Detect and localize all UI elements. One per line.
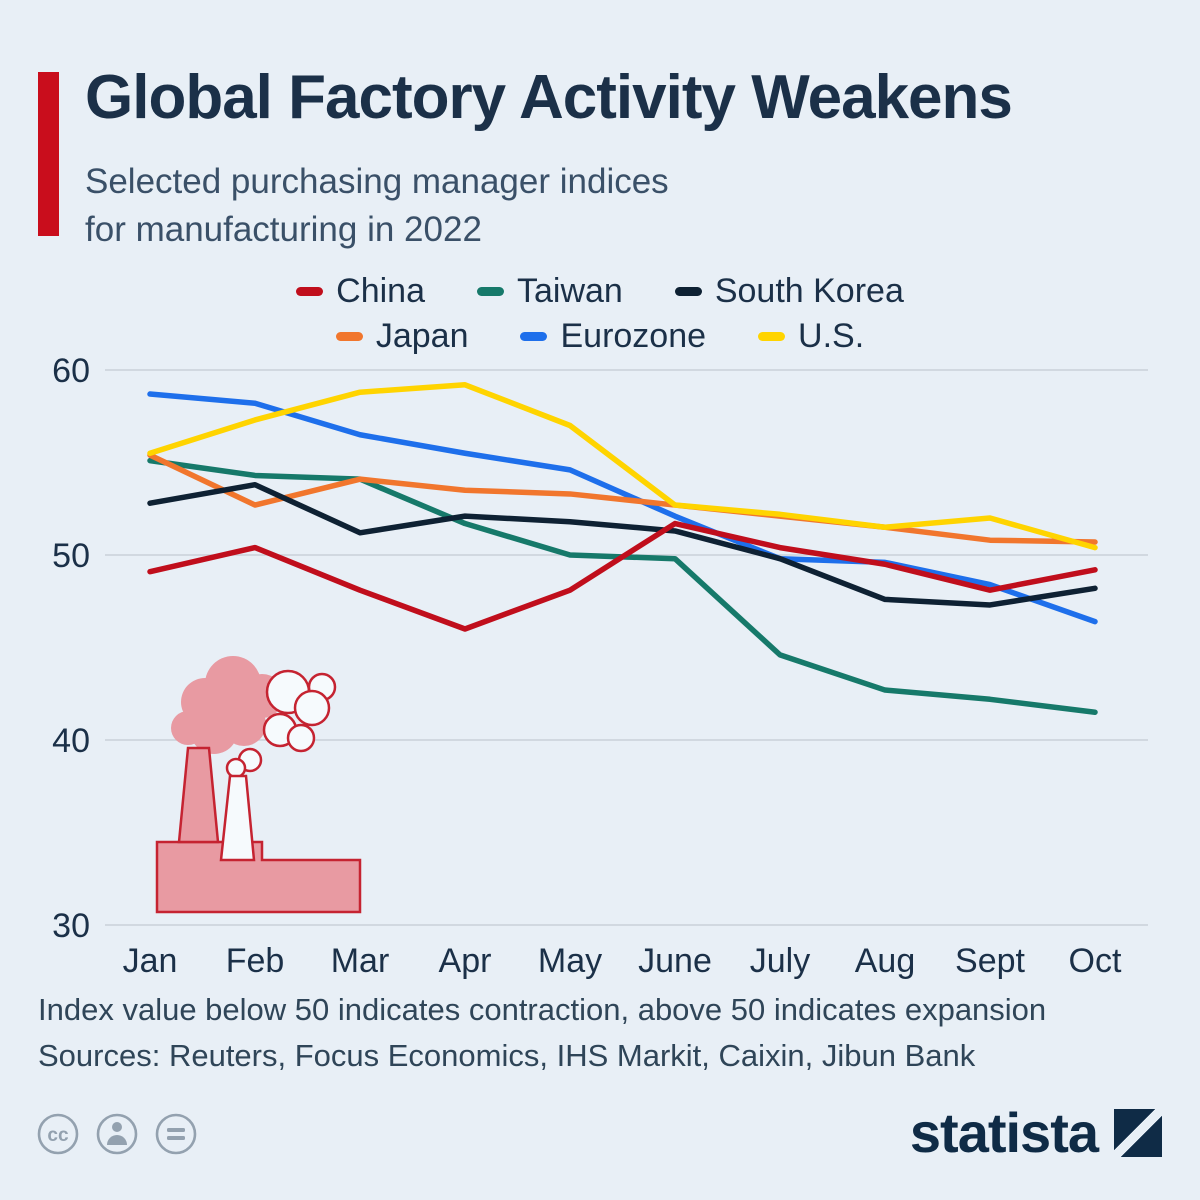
page-title: Global Factory Activity Weakens (85, 63, 1013, 132)
smoke-cloud-outline (225, 669, 337, 779)
x-tick-label: Mar (331, 942, 390, 980)
subtitle-line: Selected purchasing manager indices (85, 162, 669, 201)
legend-label: U.S. (798, 317, 865, 355)
line-japan (147, 452, 1098, 545)
factory-smokestack-icon (155, 656, 362, 914)
x-tick-label: Apr (439, 942, 492, 980)
legend-swatch-u-s (758, 332, 786, 341)
x-tick-label: July (750, 942, 810, 980)
legend-label: China (336, 272, 425, 310)
x-tick-label: Sept (955, 942, 1025, 980)
x-tick-label: May (538, 942, 602, 980)
y-tick-label: 60 (52, 352, 90, 390)
legend-label: Japan (375, 317, 469, 355)
license-icons: cc (36, 1112, 198, 1156)
line-eurozone (147, 391, 1098, 625)
pmi-line-chart: 30 40 50 60 Jan Feb Mar Apr May June July Aug Sept Oc… (52, 352, 1148, 980)
footnote: Index value below 50 indicates contracti… (38, 992, 1047, 1027)
legend-label: Eurozone (560, 317, 707, 355)
axis-layer: 30 40 50 60 Jan Feb Mar Apr May June July Aug Sept Oc… (52, 352, 1122, 980)
legend-row: Japan Eurozone U.S. (335, 317, 864, 356)
x-tick-label: Feb (226, 942, 285, 980)
legend-item-south-korea: South Korea (674, 272, 904, 311)
x-tick-label: June (638, 942, 712, 980)
legend-item-china: China (296, 272, 425, 311)
legend-item-eurozone: Eurozone (520, 317, 706, 356)
attribution-person-icon (96, 1113, 138, 1155)
cc-icon-text: cc (47, 1125, 69, 1146)
line-u-s (147, 382, 1098, 551)
legend-swatch-taiwan (476, 287, 504, 296)
page-subtitle: Selected purchasing manager indices for … (85, 158, 669, 254)
factory-building (155, 840, 362, 914)
equal-sign-icon (155, 1113, 197, 1155)
legend-swatch-eurozone (520, 332, 548, 341)
chart-legend: China Taiwan South Korea Japan Eurozone U.S. (0, 272, 1200, 356)
legend-item-taiwan: Taiwan (476, 272, 623, 311)
series-layer (147, 382, 1098, 715)
legend-swatch-japan (335, 332, 363, 341)
legend-item-japan: Japan (335, 317, 469, 356)
y-tick-label: 40 (52, 722, 90, 760)
legend-label: Taiwan (516, 272, 623, 310)
y-tick-label: 50 (52, 537, 90, 575)
legend-item-u-s: U.S. (758, 317, 864, 356)
creative-commons-icon: cc (37, 1113, 79, 1155)
accent-bar (38, 72, 59, 236)
factory-chimney (177, 746, 220, 844)
line-china (147, 520, 1098, 632)
x-tick-label: Jan (123, 942, 178, 980)
legend-swatch-china (296, 287, 324, 296)
y-tick-label: 30 (52, 907, 90, 945)
subtitle-line: for manufacturing in 2022 (85, 209, 482, 249)
x-tick-label: Oct (1069, 942, 1122, 980)
statista-logo: statista (910, 1100, 1162, 1165)
x-tick-label: Aug (855, 942, 916, 980)
statista-wordmark: statista (909, 1101, 1099, 1164)
sources-note: Sources: Reuters, Focus Economics, IHS M… (38, 1038, 976, 1073)
line-south-korea (147, 481, 1098, 608)
legend-row: China Taiwan South Korea (296, 272, 904, 311)
legend-label: South Korea (714, 272, 904, 310)
statista-logo-icon (1114, 1108, 1162, 1157)
legend-swatch-south-korea (674, 287, 702, 296)
factory-chimney (219, 774, 256, 862)
